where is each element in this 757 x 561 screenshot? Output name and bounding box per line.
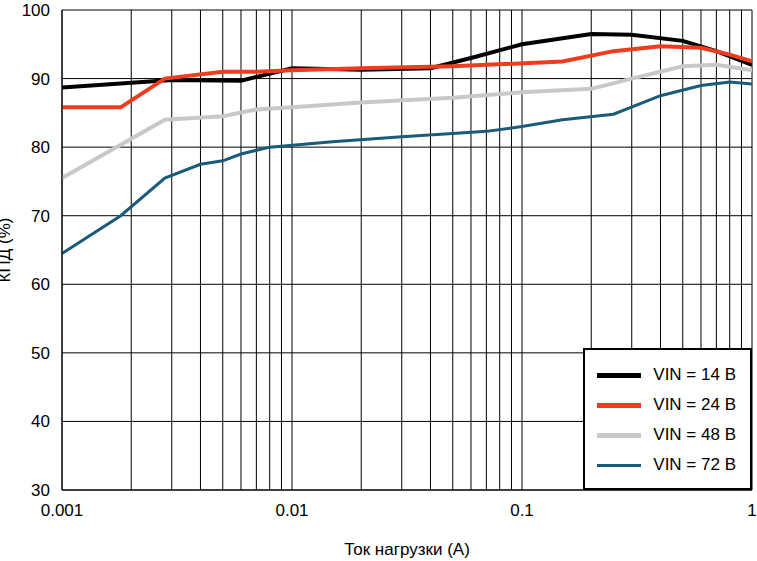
html-text:VIN = 48 В: VIN = 48 В — [653, 425, 736, 444]
svg-text:50: 50 — [31, 344, 50, 363]
svg-text:КПД (%): КПД (%) — [8, 218, 14, 283]
html-text:VIN = 72 В: VIN = 72 В — [653, 455, 736, 474]
svg-text:60: 60 — [31, 275, 50, 294]
svg-text:90: 90 — [31, 70, 50, 89]
svg-text:80: 80 — [31, 138, 50, 157]
svg-text:1: 1 — [747, 501, 749, 520]
html-text:VIN = 14 В: VIN = 14 В — [653, 365, 736, 384]
svg-text:100: 100 — [22, 1, 50, 20]
svg-text:40: 40 — [31, 412, 50, 431]
svg-text:0.1: 0.1 — [510, 501, 534, 520]
svg-text:0.01: 0.01 — [275, 501, 308, 520]
svg-text:30: 30 — [31, 481, 50, 500]
svg-text:70: 70 — [31, 207, 50, 226]
svg-text:Ток нагрузки (А): Ток нагрузки (А) — [344, 540, 470, 559]
svg-text:0.001: 0.001 — [41, 501, 84, 520]
html-text:VIN = 24 В: VIN = 24 В — [653, 395, 736, 414]
